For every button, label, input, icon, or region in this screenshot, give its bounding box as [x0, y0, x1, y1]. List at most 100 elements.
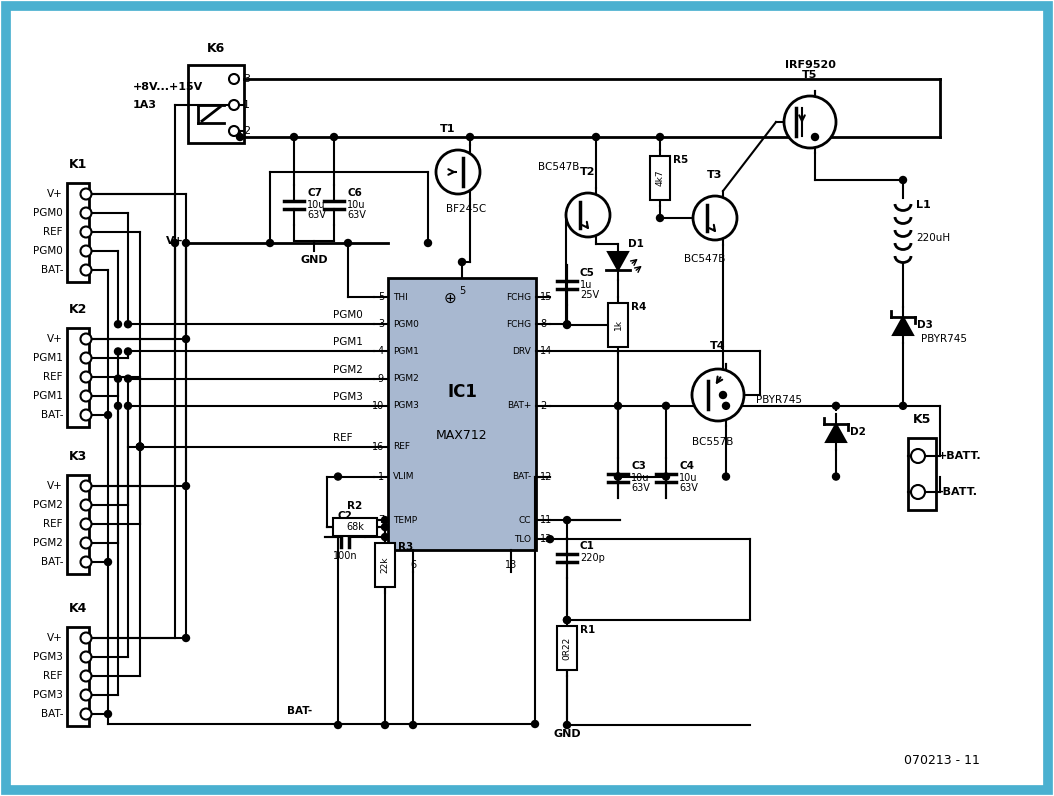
Text: BC557B: BC557B: [692, 437, 734, 447]
Text: PGM3: PGM3: [393, 401, 418, 411]
Circle shape: [80, 227, 92, 237]
Text: D2: D2: [850, 427, 866, 437]
Text: 4: 4: [378, 346, 384, 357]
Text: ⊕: ⊕: [444, 291, 456, 306]
Circle shape: [80, 708, 92, 720]
Circle shape: [547, 536, 553, 543]
Text: R4: R4: [631, 302, 646, 312]
Circle shape: [80, 391, 92, 401]
Text: 1k: 1k: [613, 319, 623, 330]
Bar: [67, 475, 89, 574]
Circle shape: [564, 321, 570, 328]
Circle shape: [692, 196, 737, 240]
Text: 14: 14: [540, 346, 552, 357]
Text: THI: THI: [393, 293, 408, 302]
Text: 10: 10: [372, 401, 384, 411]
Circle shape: [80, 409, 92, 420]
Circle shape: [80, 334, 92, 345]
Polygon shape: [893, 317, 913, 335]
Circle shape: [229, 100, 239, 110]
Text: BF245C: BF245C: [446, 204, 486, 214]
Circle shape: [80, 651, 92, 662]
Text: PGM0: PGM0: [333, 310, 363, 320]
Circle shape: [334, 721, 341, 728]
Text: PGM0: PGM0: [393, 320, 418, 329]
Circle shape: [911, 485, 925, 499]
Text: 1: 1: [378, 471, 384, 482]
Circle shape: [80, 189, 92, 200]
Circle shape: [564, 616, 570, 623]
Text: BAT-: BAT-: [40, 265, 63, 275]
Circle shape: [291, 134, 297, 141]
Bar: [333, 518, 377, 536]
Text: BAT-: BAT-: [40, 410, 63, 420]
Text: 10u: 10u: [347, 200, 366, 210]
Text: 12: 12: [540, 471, 552, 482]
Text: C2: C2: [337, 511, 352, 521]
Circle shape: [614, 402, 622, 409]
Text: FCHG: FCHG: [506, 320, 531, 329]
Text: 68k: 68k: [346, 522, 364, 532]
Circle shape: [425, 240, 431, 247]
Text: T4: T4: [710, 341, 726, 351]
Circle shape: [80, 208, 92, 218]
Text: PGM2: PGM2: [333, 365, 363, 375]
Bar: [188, 65, 243, 143]
Text: PBYR745: PBYR745: [921, 334, 967, 344]
Text: 2: 2: [540, 401, 546, 411]
Circle shape: [172, 240, 178, 247]
Text: REF: REF: [43, 519, 63, 529]
Text: 63V: 63V: [307, 210, 326, 220]
Text: DRV: DRV: [512, 347, 531, 356]
Circle shape: [345, 240, 351, 247]
Text: 7: 7: [377, 515, 384, 525]
Circle shape: [436, 150, 480, 194]
Text: V+: V+: [47, 334, 63, 344]
Circle shape: [564, 616, 570, 623]
Text: R3: R3: [398, 542, 413, 552]
Text: PGM2: PGM2: [33, 500, 63, 510]
Text: BAT-: BAT-: [512, 472, 531, 481]
Circle shape: [229, 126, 239, 136]
Text: PGM3: PGM3: [33, 652, 63, 662]
Text: IRF9520: IRF9520: [784, 60, 836, 70]
Text: VLIM: VLIM: [393, 472, 414, 481]
Bar: [388, 278, 536, 550]
Text: PGM1: PGM1: [393, 347, 418, 356]
Circle shape: [80, 518, 92, 529]
Text: REF: REF: [43, 227, 63, 237]
Text: 10u: 10u: [679, 473, 698, 483]
Text: K5: K5: [913, 413, 931, 426]
Circle shape: [137, 443, 143, 451]
Text: BC547B: BC547B: [538, 162, 580, 172]
Text: PGM1: PGM1: [33, 353, 63, 363]
Circle shape: [564, 322, 570, 329]
Circle shape: [331, 134, 337, 141]
Circle shape: [80, 670, 92, 681]
Circle shape: [80, 500, 92, 510]
Text: 63V: 63V: [347, 210, 366, 220]
Text: BAT-: BAT-: [40, 557, 63, 567]
Bar: [557, 626, 577, 670]
Circle shape: [137, 443, 143, 451]
Text: -BATT.: -BATT.: [938, 487, 977, 497]
Text: GND: GND: [300, 255, 328, 265]
Circle shape: [80, 245, 92, 256]
Circle shape: [467, 134, 473, 141]
Text: R1: R1: [580, 625, 596, 635]
Circle shape: [382, 524, 389, 530]
Circle shape: [564, 517, 570, 524]
Circle shape: [80, 372, 92, 383]
Circle shape: [334, 473, 341, 480]
Circle shape: [663, 473, 669, 480]
Circle shape: [592, 134, 600, 141]
Text: T2: T2: [581, 167, 596, 177]
Circle shape: [720, 392, 726, 399]
Circle shape: [115, 321, 121, 328]
Circle shape: [182, 634, 190, 642]
Circle shape: [614, 473, 622, 480]
Circle shape: [124, 402, 132, 409]
Text: 11: 11: [540, 515, 552, 525]
Text: 4k7: 4k7: [656, 170, 664, 186]
Circle shape: [458, 259, 466, 266]
